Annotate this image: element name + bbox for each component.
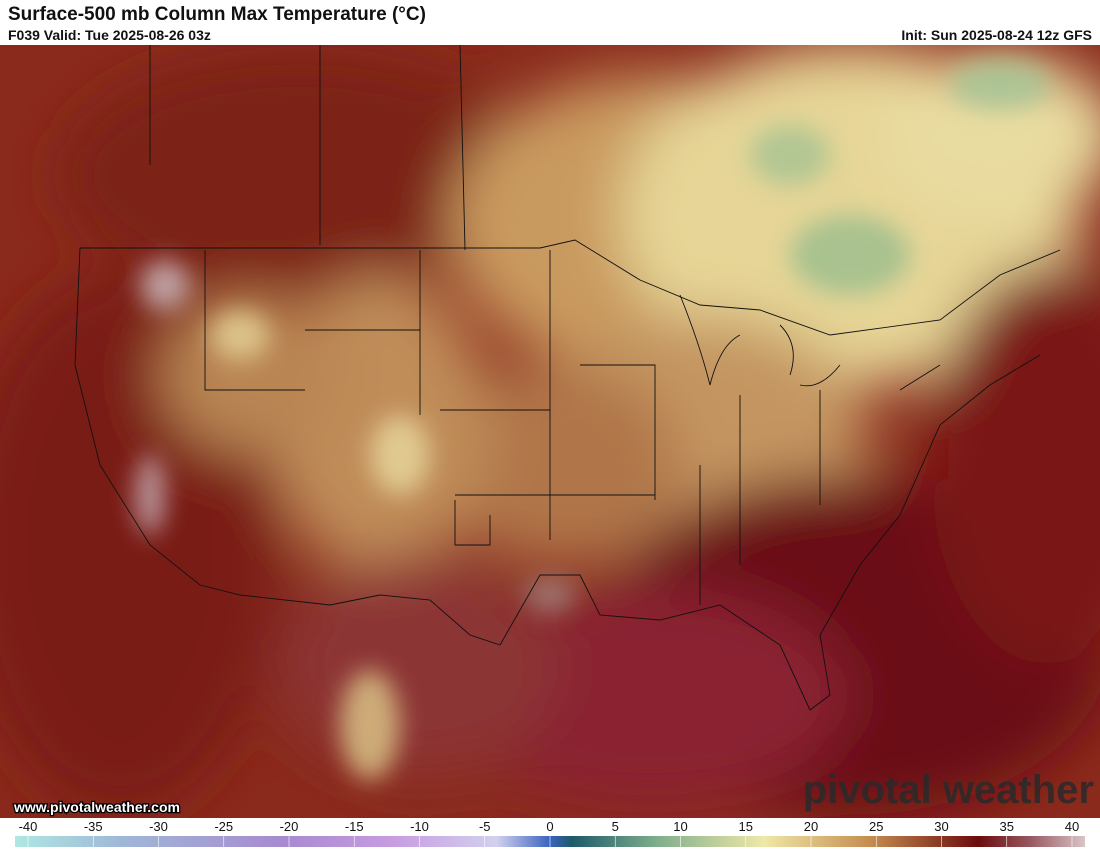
colorbar-tick-label: -10 (410, 819, 429, 834)
map: www.pivotalweather.com pivotal weather (0, 45, 1100, 818)
colorbar-tick-label: 40 (1065, 819, 1079, 834)
colorbar-tick-label: 20 (804, 819, 818, 834)
title: Surface-500 mb Column Max Temperature (°… (8, 4, 426, 25)
website: www.pivotalweather.com (13, 799, 180, 815)
valid-time: F039 Valid: Tue 2025-08-26 03z (8, 27, 211, 43)
colorbar-tick-label: 30 (934, 819, 948, 834)
colorbar-tick-label: 25 (869, 819, 883, 834)
colorbar-tick-label: -40 (19, 819, 38, 834)
colorbar-tick-label: -20 (280, 819, 299, 834)
colorbar-tick-label: -5 (479, 819, 491, 834)
colorbar-tick-label: 5 (612, 819, 619, 834)
colorbar-tick-label: 0 (546, 819, 553, 834)
colorbar-tick-label: 35 (1000, 819, 1014, 834)
colorbar: -40 -35 -30 -25 -20 -15 -10 -5 0 5 10 15 20 25 30 35 40 (15, 819, 1085, 847)
colorbar-tick-label: -25 (214, 819, 233, 834)
colorbar-tick-label: -30 (149, 819, 168, 834)
init-time: Init: Sun 2025-08-24 12z GFS (901, 27, 1092, 43)
colorbar-tick-label: -15 (345, 819, 364, 834)
watermark: pivotal weather (803, 768, 1094, 812)
colorbar-tick-label: -35 (84, 819, 103, 834)
colorbar-tick-label: 10 (673, 819, 687, 834)
colorbar-tick-label: 15 (739, 819, 753, 834)
